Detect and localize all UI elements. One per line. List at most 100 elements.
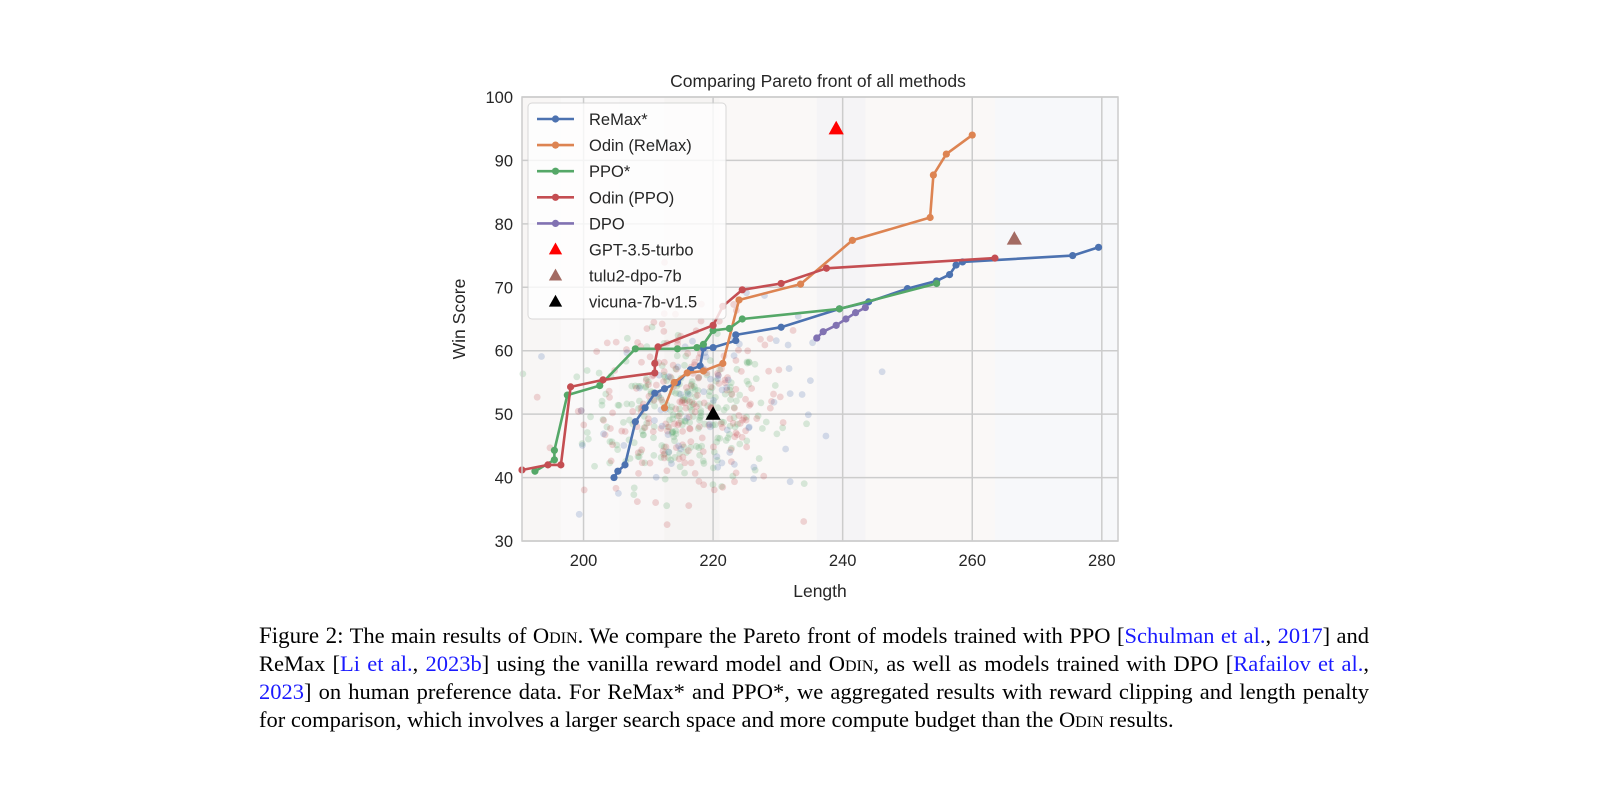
series-point bbox=[709, 326, 717, 335]
y-tick-label: 100 bbox=[485, 89, 513, 107]
background-point bbox=[638, 358, 645, 366]
y-tick-label: 60 bbox=[495, 343, 513, 361]
background-point bbox=[758, 425, 766, 432]
background-point bbox=[686, 391, 694, 399]
background-point bbox=[718, 418, 726, 426]
background-point bbox=[574, 407, 582, 415]
background-point bbox=[664, 454, 672, 462]
background-point bbox=[746, 401, 753, 409]
series-point bbox=[557, 461, 565, 469]
background-point bbox=[683, 389, 691, 396]
background-point bbox=[620, 442, 628, 449]
background-point bbox=[660, 378, 667, 385]
citation-link[interactable]: Schulman et al. bbox=[1124, 623, 1266, 648]
background-point bbox=[733, 365, 741, 373]
background-point bbox=[727, 396, 734, 404]
y-tick-label: 50 bbox=[495, 406, 513, 424]
series-point bbox=[848, 236, 856, 244]
chart-title: Comparing Pareto front of all methods bbox=[670, 71, 966, 91]
citation-link[interactable]: 2017 bbox=[1277, 623, 1323, 648]
background-point bbox=[682, 449, 690, 456]
background-point bbox=[742, 416, 750, 424]
background-point bbox=[637, 448, 645, 456]
background-point bbox=[696, 416, 703, 424]
background-point bbox=[737, 367, 745, 375]
background-point bbox=[578, 441, 586, 449]
background-point bbox=[706, 357, 714, 364]
tick-labels: 200 220 240 260 280 30 40 50 60 70 80 90 100 bbox=[485, 89, 1115, 570]
background-point bbox=[583, 429, 591, 436]
background-point bbox=[583, 367, 591, 374]
background-point bbox=[629, 408, 637, 415]
background-point bbox=[727, 446, 735, 454]
background-point bbox=[718, 483, 726, 490]
background-point bbox=[725, 430, 733, 438]
citation-link[interactable]: 2023 bbox=[259, 679, 304, 704]
background-point bbox=[714, 375, 722, 383]
background-point bbox=[683, 414, 691, 422]
series-point bbox=[693, 343, 701, 352]
background-point bbox=[695, 373, 702, 381]
background-point bbox=[675, 390, 683, 397]
series-point bbox=[777, 323, 785, 331]
background-point bbox=[679, 441, 686, 449]
background-point bbox=[674, 363, 682, 371]
background-point bbox=[695, 444, 703, 451]
background-point bbox=[615, 489, 622, 497]
citation-link[interactable]: Rafailov et al. bbox=[1233, 651, 1364, 676]
series-point bbox=[641, 404, 649, 412]
background-band bbox=[865, 97, 995, 541]
citation-link[interactable]: Li et al. bbox=[340, 651, 413, 676]
background-point bbox=[733, 397, 740, 405]
series-point bbox=[673, 345, 682, 353]
background-point bbox=[714, 463, 722, 471]
caption-text: ] on human preference data. For ReMax* a… bbox=[259, 679, 1369, 732]
x-tick-label: 200 bbox=[570, 552, 598, 570]
background-point bbox=[706, 388, 714, 395]
background-point bbox=[729, 419, 737, 427]
background-point bbox=[688, 378, 696, 386]
background-point bbox=[690, 383, 698, 390]
background-point bbox=[745, 380, 753, 388]
background-point bbox=[671, 420, 678, 428]
background-point bbox=[724, 374, 731, 381]
background-point bbox=[658, 442, 666, 449]
background-point bbox=[600, 416, 607, 424]
citation-link[interactable]: 2023b bbox=[425, 651, 482, 676]
series-point bbox=[777, 279, 785, 288]
y-tick-label: 70 bbox=[495, 279, 513, 297]
series-point bbox=[550, 456, 558, 464]
background-point bbox=[723, 426, 731, 434]
background-point bbox=[760, 472, 768, 480]
background-point bbox=[618, 427, 626, 435]
background-point bbox=[700, 399, 708, 407]
background-point bbox=[652, 381, 660, 389]
background-point bbox=[730, 352, 738, 360]
background-point bbox=[661, 373, 669, 381]
background-point bbox=[686, 425, 694, 432]
series-point bbox=[926, 213, 934, 222]
background-point bbox=[733, 431, 741, 439]
background-point bbox=[615, 401, 623, 409]
background-point bbox=[729, 472, 737, 480]
series-point bbox=[544, 461, 552, 469]
background-point bbox=[727, 379, 735, 387]
series-point bbox=[699, 340, 707, 348]
background-point bbox=[645, 381, 652, 389]
background-point bbox=[721, 376, 729, 384]
background-point bbox=[660, 454, 668, 462]
series-point bbox=[670, 378, 678, 387]
background-point bbox=[635, 382, 642, 390]
background-point bbox=[775, 366, 783, 374]
background-point bbox=[652, 473, 660, 481]
background-point bbox=[580, 486, 588, 494]
background-point bbox=[776, 393, 784, 401]
background-point bbox=[706, 423, 714, 431]
background-point bbox=[719, 424, 726, 431]
background-point bbox=[719, 483, 727, 491]
background-point bbox=[673, 365, 680, 373]
background-point bbox=[614, 401, 622, 409]
background-point bbox=[608, 438, 616, 446]
background-point bbox=[691, 408, 699, 416]
background-point bbox=[745, 359, 753, 366]
